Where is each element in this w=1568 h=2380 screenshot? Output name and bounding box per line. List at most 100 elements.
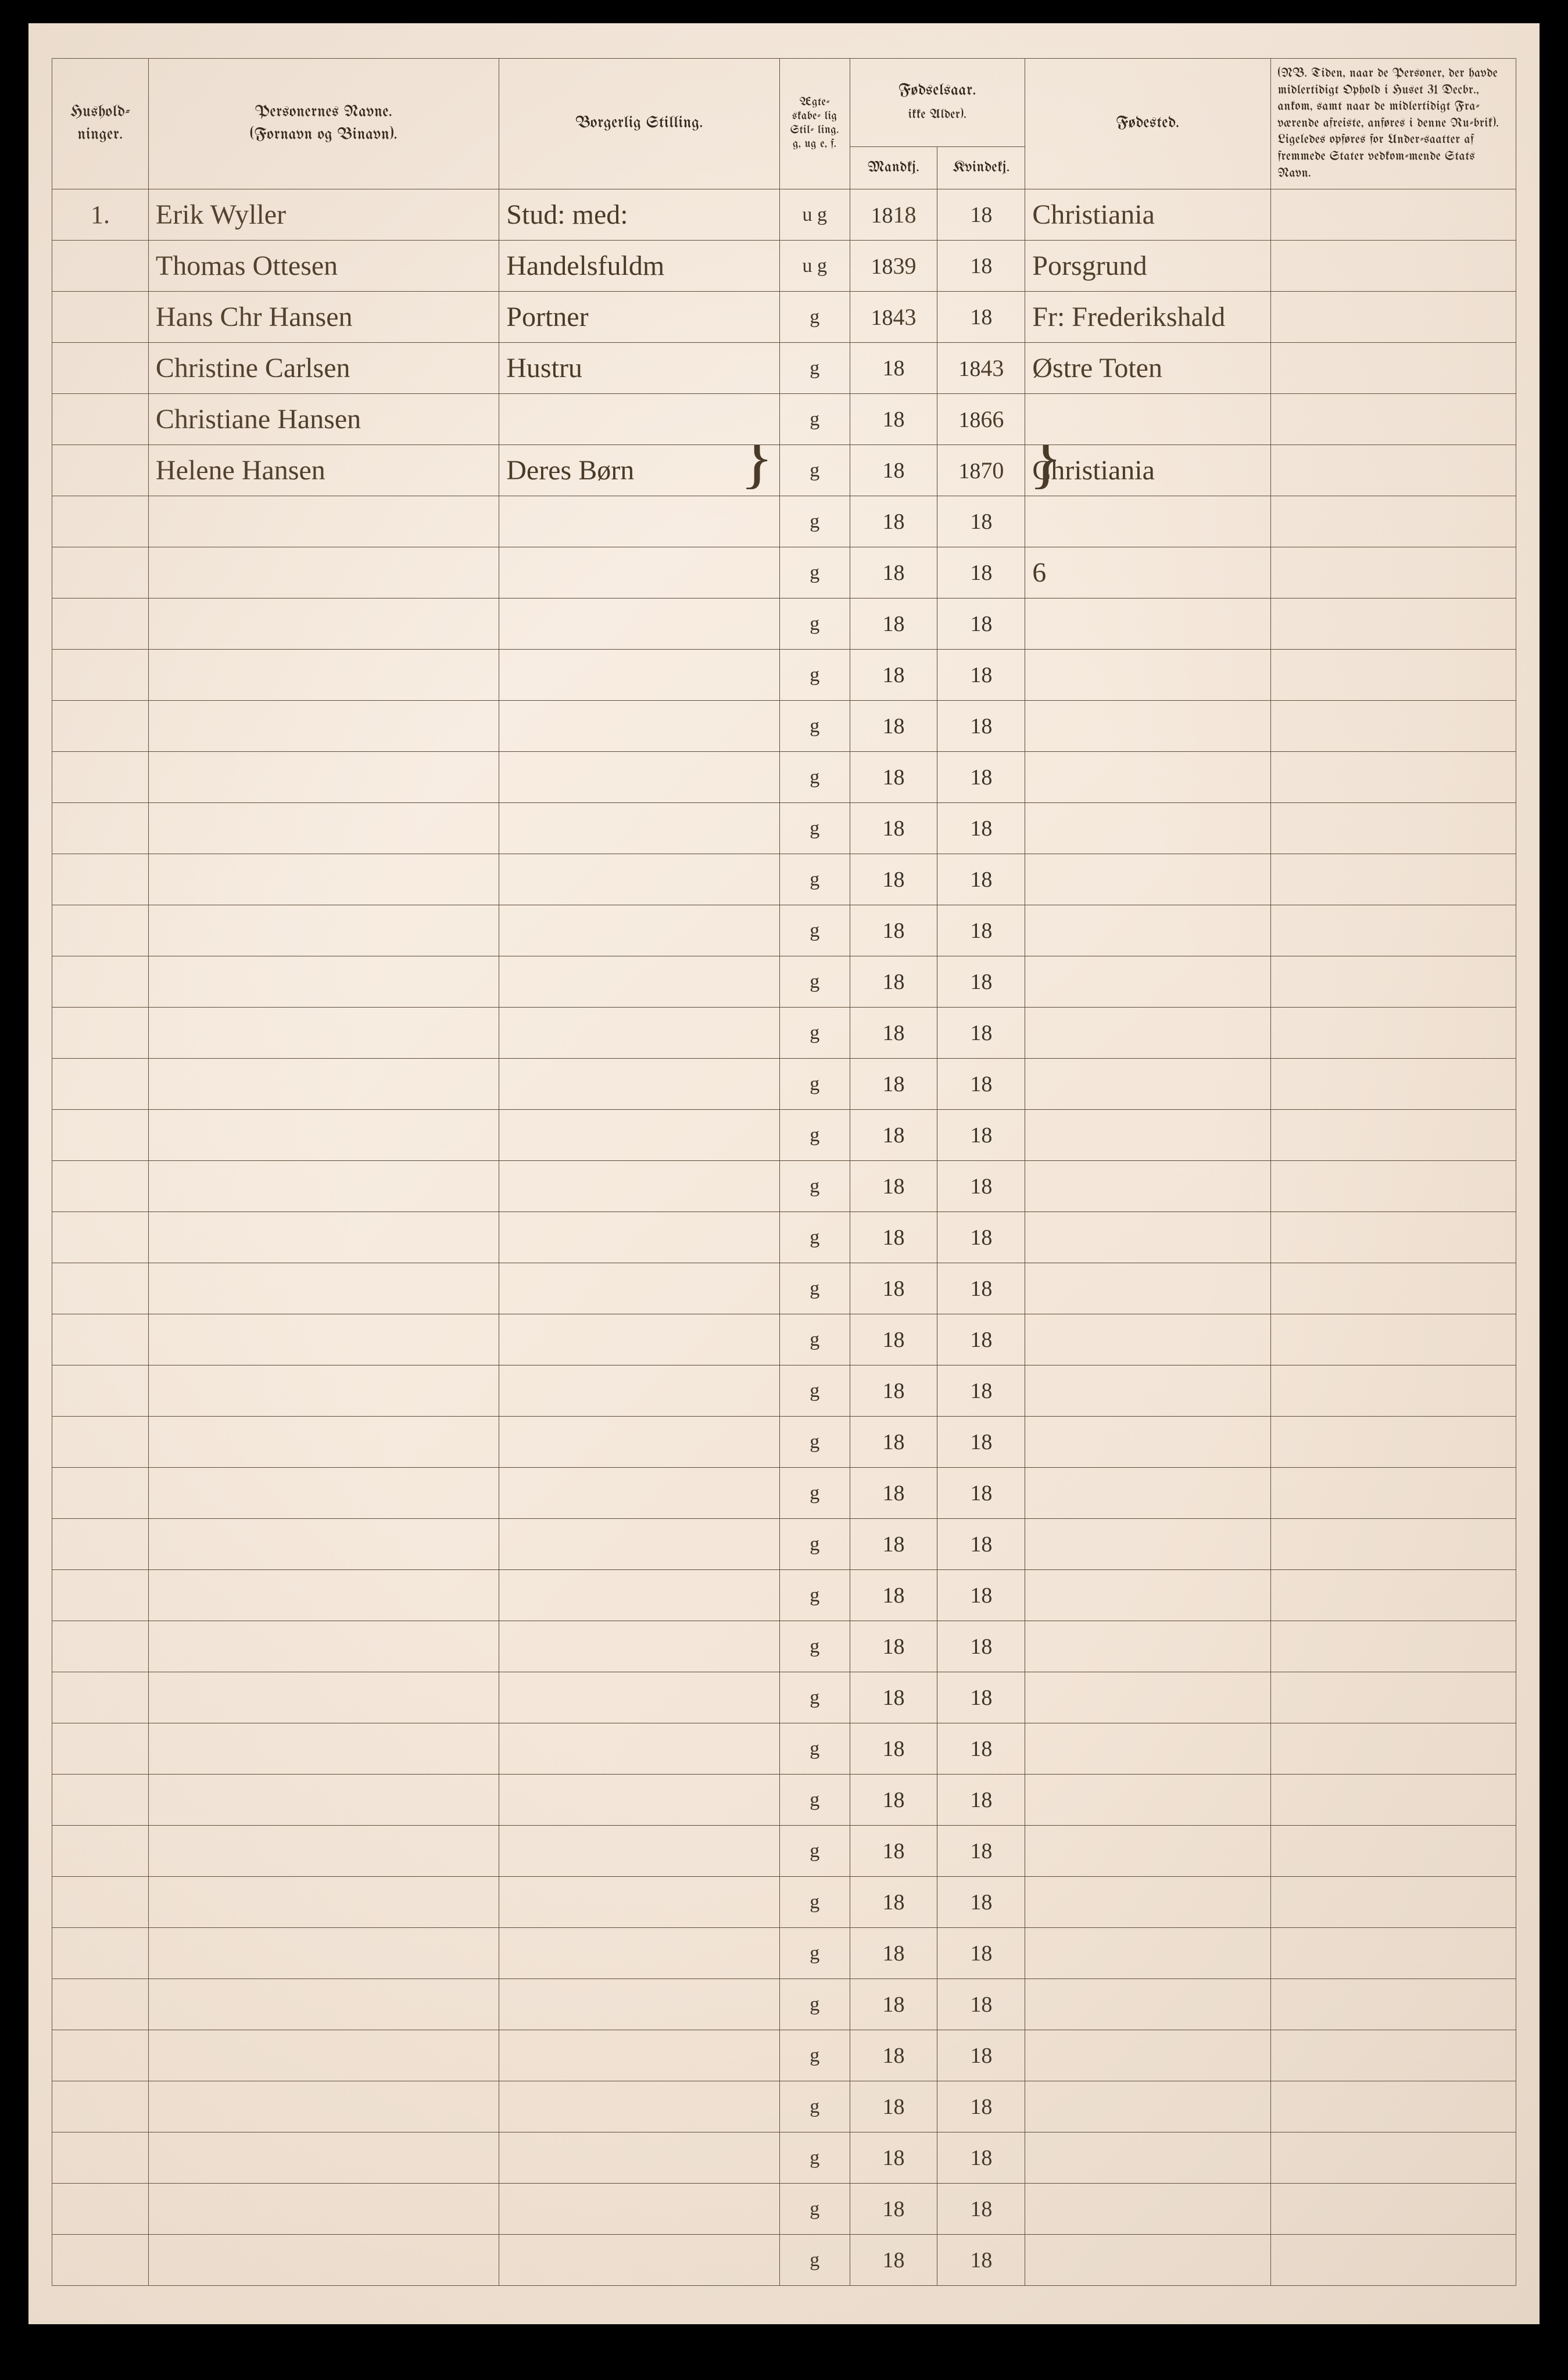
table-row: g1818 bbox=[52, 1314, 1516, 1365]
cell-fodested bbox=[1025, 1263, 1270, 1314]
cell-nb bbox=[1270, 2081, 1516, 2132]
cell-mandkj: 18 bbox=[850, 1314, 937, 1365]
cell-egteskabelig: g bbox=[779, 1468, 850, 1519]
printed-18: 18 bbox=[970, 1737, 992, 1761]
cell-mandkj: 18 bbox=[850, 1877, 937, 1928]
cell-husholdning bbox=[52, 1059, 149, 1110]
cell-egteskabelig: g bbox=[779, 1672, 850, 1723]
printed-18: 18 bbox=[958, 357, 980, 381]
cell-name: Thomas Ottesen bbox=[148, 241, 499, 292]
cell-husholdning bbox=[52, 752, 149, 803]
cell-mandkj: 18 bbox=[850, 1008, 937, 1059]
cell-mandkj: 18 bbox=[850, 2235, 937, 2286]
cell-stilling bbox=[499, 598, 780, 650]
cell-name bbox=[148, 1723, 499, 1775]
cell-husholdning bbox=[52, 1979, 149, 2030]
cell-fodested bbox=[1025, 854, 1270, 905]
cell-name bbox=[148, 1928, 499, 1979]
cell-stilling bbox=[499, 2235, 780, 2286]
cell-stilling bbox=[499, 1723, 780, 1775]
cell-husholdning bbox=[52, 394, 149, 445]
table-row: g1818 bbox=[52, 803, 1516, 854]
table-row: g1818 bbox=[52, 905, 1516, 956]
cell-name bbox=[148, 1212, 499, 1263]
cell-stilling bbox=[499, 752, 780, 803]
cell-fodested bbox=[1025, 1775, 1270, 1826]
cell-stilling bbox=[499, 1519, 780, 1570]
cell-fodested bbox=[1025, 1979, 1270, 2030]
printed-18: 18 bbox=[883, 612, 905, 636]
cell-egteskabelig: g bbox=[779, 1723, 850, 1775]
cell-fodested bbox=[1025, 1570, 1270, 1621]
cell-nb bbox=[1270, 2030, 1516, 2081]
cell-kvindekj: 18 bbox=[937, 292, 1025, 343]
cell-kvindekj: 18 bbox=[937, 1212, 1025, 1263]
cell-stilling bbox=[499, 1928, 780, 1979]
cell-name bbox=[148, 1570, 499, 1621]
printed-18: 18 bbox=[970, 765, 992, 790]
cell-husholdning bbox=[52, 1826, 149, 1877]
cell-egteskabelig: g bbox=[779, 292, 850, 343]
cell-name bbox=[148, 1672, 499, 1723]
cell-stilling bbox=[499, 1672, 780, 1723]
printed-18: 18 bbox=[970, 1430, 992, 1454]
printed-18: 18 bbox=[883, 1686, 905, 1710]
cell-kvindekj: 18 bbox=[937, 854, 1025, 905]
cell-nb bbox=[1270, 1672, 1516, 1723]
cell-kvindekj: 18 bbox=[937, 905, 1025, 956]
cell-name bbox=[148, 956, 499, 1008]
cell-kvindekj: 18 bbox=[937, 1314, 1025, 1365]
printed-18: 18 bbox=[970, 612, 992, 636]
cell-nb bbox=[1270, 1979, 1516, 2030]
printed-18: 18 bbox=[871, 306, 893, 330]
cell-stilling bbox=[499, 2132, 780, 2184]
printed-18: 18 bbox=[970, 1686, 992, 1710]
header-stilling: Borgerlig Stilling. bbox=[499, 59, 780, 189]
cell-mandkj: 18 bbox=[850, 445, 937, 496]
printed-18: 18 bbox=[970, 1839, 992, 1863]
cell-kvindekj: 18 bbox=[937, 1417, 1025, 1468]
printed-18: 18 bbox=[883, 1532, 905, 1557]
cell-husholdning: 1. bbox=[52, 189, 149, 241]
header-fodselsaar-line2: ikke Alder). bbox=[908, 108, 966, 121]
printed-18: 18 bbox=[970, 254, 992, 278]
cell-nb bbox=[1270, 2132, 1516, 2184]
printed-18: 18 bbox=[883, 919, 905, 943]
printed-18: 18 bbox=[883, 407, 905, 432]
cell-nb bbox=[1270, 1110, 1516, 1161]
cell-mandkj: 18 bbox=[850, 2132, 937, 2184]
cell-fodested bbox=[1025, 2184, 1270, 2235]
cell-kvindekj: 18 bbox=[937, 1110, 1025, 1161]
cell-nb bbox=[1270, 1877, 1516, 1928]
cell-egteskabelig: g bbox=[779, 2184, 850, 2235]
table-row: g1818 bbox=[52, 1417, 1516, 1468]
cell-name bbox=[148, 1826, 499, 1877]
cell-stilling: Stud: med: bbox=[499, 189, 780, 241]
cell-mandkj: 18 bbox=[850, 650, 937, 701]
cell-egteskabelig: g bbox=[779, 2030, 850, 2081]
table-row: g18186 bbox=[52, 547, 1516, 598]
cell-stilling bbox=[499, 1979, 780, 2030]
cell-fodested: Fr: Frederikshald bbox=[1025, 292, 1270, 343]
cell-nb bbox=[1270, 292, 1516, 343]
header-kvindekj: Kvindekj. bbox=[937, 147, 1025, 189]
cell-husholdning bbox=[52, 1212, 149, 1263]
cell-egteskabelig: g bbox=[779, 598, 850, 650]
cell-egteskabelig: g bbox=[779, 1365, 850, 1417]
cell-fodested bbox=[1025, 701, 1270, 752]
cell-mandkj: 18 bbox=[850, 701, 937, 752]
cell-name: Helene Hansen bbox=[148, 445, 499, 496]
cell-stilling bbox=[499, 854, 780, 905]
cell-egteskabelig: g bbox=[779, 1928, 850, 1979]
cell-fodested: 6 bbox=[1025, 547, 1270, 598]
cell-mandkj: 18 bbox=[850, 1723, 937, 1775]
cell-stilling bbox=[499, 1365, 780, 1417]
cell-fodested bbox=[1025, 956, 1270, 1008]
cell-husholdning bbox=[52, 1314, 149, 1365]
cell-egteskabelig: g bbox=[779, 2132, 850, 2184]
cell-fodested bbox=[1025, 1928, 1270, 1979]
cell-husholdning bbox=[52, 803, 149, 854]
cell-kvindekj: 18 bbox=[937, 803, 1025, 854]
cell-mandkj: 18 bbox=[850, 1417, 937, 1468]
cell-stilling bbox=[499, 701, 780, 752]
